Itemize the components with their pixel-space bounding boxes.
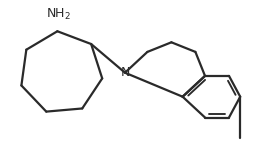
Text: N: N: [120, 66, 130, 79]
Text: NH$_2$: NH$_2$: [45, 7, 70, 22]
